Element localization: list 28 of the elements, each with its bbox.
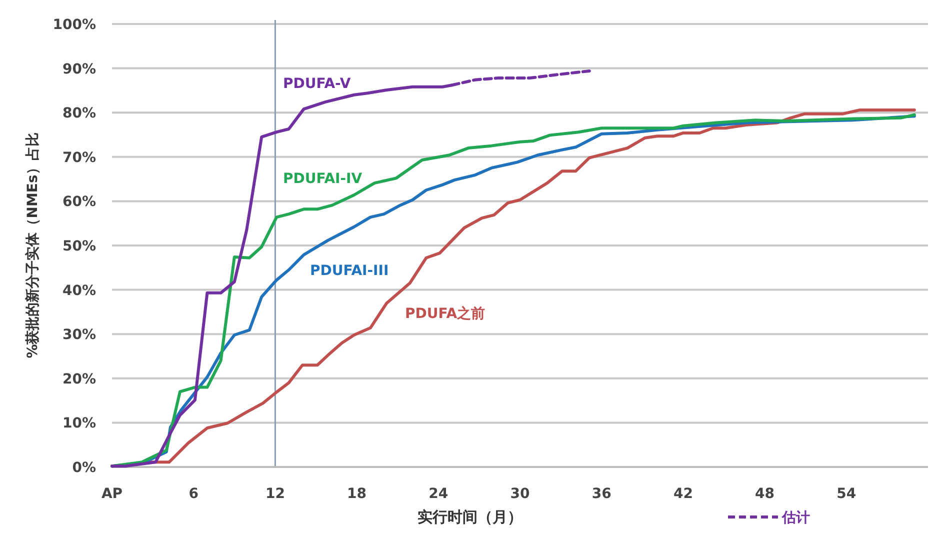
y-tick-label: 80% <box>62 106 96 122</box>
x-tick-label: AP <box>101 486 123 502</box>
x-tick-label: 48 <box>755 486 775 502</box>
y-tick-label: 90% <box>62 61 96 78</box>
y-tick-label: 30% <box>62 327 96 344</box>
y-axis-title: %获批的新分子实体（NMEs）占比 <box>24 132 41 358</box>
y-tick-label: 0% <box>72 460 96 476</box>
x-tick-label: 54 <box>836 486 856 502</box>
x-tick-label: 36 <box>592 486 612 502</box>
x-tick-label: 42 <box>673 486 693 502</box>
series-label: PDUFA之前 <box>405 305 486 322</box>
y-tick-label: 60% <box>62 194 96 210</box>
y-tick-label: 70% <box>62 150 96 166</box>
legend-label: 估计 <box>781 510 810 526</box>
y-tick-label: 20% <box>62 371 96 388</box>
series-label: PDUFA-V <box>283 76 351 92</box>
y-tick-label: 50% <box>62 238 96 254</box>
series-label: PDUFAI-IV <box>283 171 362 187</box>
x-axis-title: 实行时间（月） <box>418 508 522 526</box>
x-tick-label: 30 <box>510 486 530 502</box>
x-tick-label: 24 <box>428 486 448 502</box>
x-tick-label: 12 <box>265 486 285 502</box>
x-tick-label: 18 <box>347 486 367 502</box>
y-tick-label: 10% <box>62 416 96 432</box>
y-tick-label: 100% <box>52 17 96 33</box>
x-tick-label: 6 <box>188 486 198 502</box>
series-label: PDUFAI-III <box>310 263 389 279</box>
y-tick-label: 40% <box>62 282 96 299</box>
